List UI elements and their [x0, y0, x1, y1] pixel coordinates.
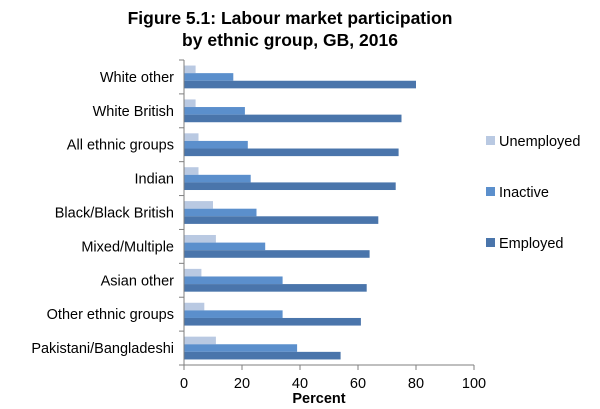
legend-swatch-employed [486, 238, 495, 247]
bar-unemployed-8 [184, 302, 205, 311]
chart-title-line-1: Figure 5.1: Labour market participation [127, 8, 453, 28]
bar-unemployed-4 [184, 167, 199, 175]
bar-unemployed-1 [184, 65, 196, 74]
bar-unemployed-9 [184, 336, 216, 345]
bar-employed-7 [184, 284, 367, 292]
bar-inactive-6 [184, 242, 266, 251]
bar-employed-8 [184, 317, 361, 326]
bar-inactive-7 [184, 276, 283, 285]
category-label: Indian [134, 172, 174, 188]
category-label: White other [100, 70, 174, 86]
bar-employed-3 [184, 148, 399, 157]
bar-unemployed-2 [184, 99, 196, 108]
bar-employed-9 [184, 351, 341, 360]
x-tick-label: 20 [234, 376, 250, 392]
bar-inactive-2 [184, 107, 245, 115]
x-tick-label: 80 [408, 376, 424, 392]
bar-employed-5 [184, 216, 379, 224]
bar-unemployed-7 [184, 268, 202, 277]
bar-inactive-3 [184, 140, 248, 149]
bar-employed-6 [184, 250, 370, 258]
bar-unemployed-5 [184, 201, 213, 209]
category-label: All ethnic groups [67, 138, 174, 154]
bar-inactive-1 [184, 73, 234, 81]
x-tick-label: 40 [292, 376, 308, 392]
bar-inactive-9 [184, 344, 298, 352]
legend-swatch-inactive [486, 187, 495, 196]
category-label: Black/Black British [55, 206, 174, 222]
bar-employed-2 [184, 114, 402, 123]
bar-inactive-8 [184, 310, 283, 318]
category-label: Asian other [101, 273, 175, 289]
legend-label-employed: Employed [499, 236, 563, 252]
chart-title: Figure 5.1: Labour market participation … [80, 7, 500, 51]
bar-employed-4 [184, 182, 396, 191]
category-label: Other ethnic groups [47, 307, 174, 323]
legend-label-inactive: Inactive [499, 185, 549, 201]
bar-employed-1 [184, 80, 416, 89]
legend-swatch-unemployed [486, 136, 495, 145]
bar-inactive-5 [184, 208, 257, 217]
category-label: Mixed/Multiple [81, 239, 174, 255]
category-label: Pakistani/Bangladeshi [31, 341, 174, 357]
bar-unemployed-6 [184, 234, 216, 243]
x-tick-label: 100 [462, 376, 486, 392]
x-tick-label: 0 [180, 376, 188, 392]
chart-title-line-2: by ethnic group, GB, 2016 [182, 30, 398, 50]
bar-inactive-4 [184, 174, 251, 183]
category-label: White British [93, 104, 174, 120]
x-tick-label: 60 [350, 376, 366, 392]
bar-unemployed-3 [184, 133, 199, 141]
x-axis-title: Percent [292, 391, 345, 407]
legend-label-unemployed: Unemployed [499, 134, 580, 150]
